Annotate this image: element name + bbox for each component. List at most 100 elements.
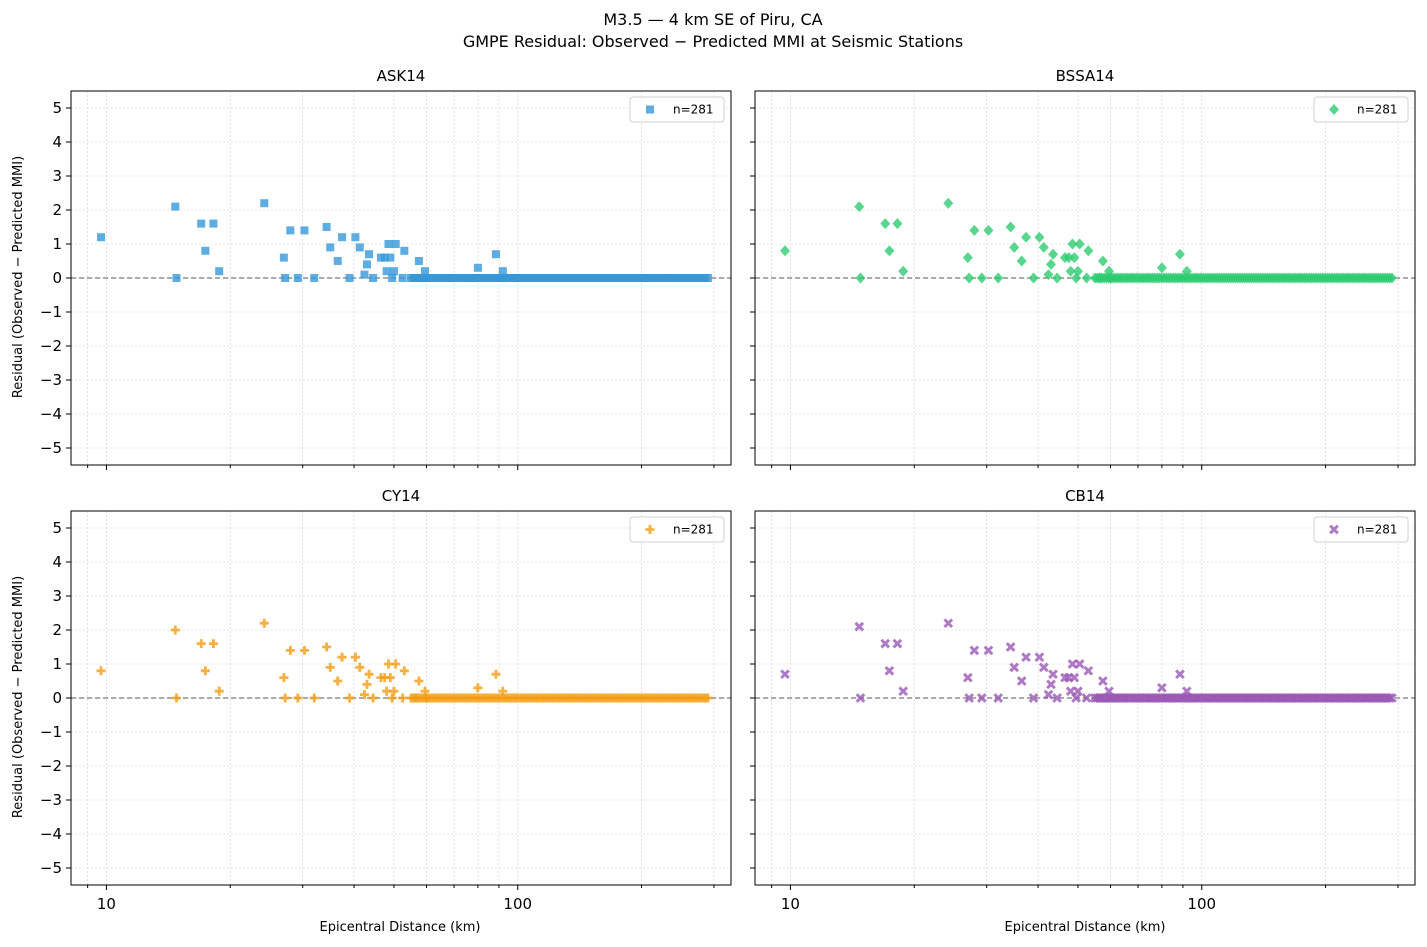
- grid-ask14: [71, 91, 731, 465]
- data-point: [1016, 255, 1027, 267]
- legend: n=281: [1313, 516, 1409, 543]
- y-axis-label-bottom: Residual (Observed − Predicted MMI): [11, 576, 26, 818]
- data-point: [362, 260, 371, 269]
- data-point: [196, 639, 206, 649]
- data-point: [1021, 652, 1031, 663]
- data-point: [359, 690, 369, 700]
- data-point: [1065, 265, 1076, 277]
- data-point: [1073, 686, 1083, 697]
- data-point: [1083, 665, 1094, 676]
- y-tick-label: 5: [52, 519, 62, 537]
- data-point: [1097, 255, 1108, 267]
- data-point: [491, 669, 501, 679]
- data-point: [943, 197, 954, 209]
- panel-title: CB14: [1065, 487, 1105, 505]
- data-point: [964, 693, 975, 703]
- data-point: [364, 669, 374, 679]
- data-point: [355, 243, 364, 252]
- data-point: [362, 679, 372, 689]
- data-point: [310, 274, 319, 282]
- y-tick-label: 0: [52, 689, 62, 707]
- data-point: [1034, 231, 1045, 243]
- data-point: [1105, 272, 1116, 284]
- data-point: [350, 652, 360, 662]
- data-point: [473, 263, 482, 272]
- x-axis-label-left: Epicentral Distance (km): [320, 920, 481, 935]
- data-point: [1048, 669, 1058, 680]
- data-point: [421, 267, 430, 276]
- panel-bssa14: BSSA14 n=281: [750, 67, 1416, 470]
- data-point: [1098, 676, 1108, 686]
- subplot-grid: 543210−1−2−3−4−5ASK14n=281BSSA14n=281543…: [40, 67, 1416, 913]
- y-tick-label: −1: [40, 723, 62, 741]
- data-point: [983, 224, 994, 236]
- data-point: [491, 250, 500, 259]
- y-tick-label: 4: [52, 553, 62, 571]
- data-point: [1181, 265, 1192, 277]
- data-point: [208, 639, 218, 649]
- y-tick-label: −2: [40, 337, 62, 355]
- data-point: [197, 219, 206, 228]
- data-point: [884, 665, 895, 676]
- data-point: [171, 693, 181, 703]
- data-point: [215, 267, 224, 276]
- data-point: [286, 226, 295, 235]
- data-point: [964, 272, 975, 284]
- data-point: [300, 226, 309, 235]
- data-point: [1072, 265, 1083, 277]
- data-point: [368, 693, 378, 703]
- y-tick-label: 0: [52, 269, 62, 287]
- data-point: [345, 274, 354, 282]
- data-point: [360, 270, 369, 279]
- points-cy14: [96, 618, 713, 703]
- data-point: [387, 693, 397, 703]
- data-point: [854, 621, 865, 632]
- data-point: [337, 652, 347, 662]
- data-point: [389, 686, 399, 696]
- y-tick-label: 1: [52, 655, 62, 673]
- data-point: [1069, 252, 1080, 264]
- data-point: [200, 666, 210, 676]
- data-point: [1067, 238, 1078, 250]
- data-point: [703, 693, 713, 703]
- data-point: [96, 666, 106, 676]
- y-tick-label: 3: [52, 587, 62, 605]
- data-point: [385, 673, 395, 683]
- data-point: [1067, 659, 1078, 669]
- y-tick-label: −4: [40, 825, 62, 843]
- points-bssa14: [780, 197, 1397, 284]
- legend: n=281: [1313, 96, 1409, 123]
- data-point: [279, 673, 289, 683]
- data-point: [1074, 238, 1085, 250]
- data-point: [285, 645, 295, 655]
- data-point: [380, 673, 390, 683]
- legend-box: [1313, 516, 1409, 543]
- data-point: [1174, 248, 1185, 260]
- y-tick-label: 4: [52, 133, 62, 151]
- data-point: [399, 666, 409, 676]
- data-point: [309, 693, 319, 703]
- data-point: [1043, 269, 1054, 281]
- data-point: [780, 669, 790, 680]
- data-point: [962, 252, 973, 264]
- data-point: [389, 267, 398, 276]
- data-point: [299, 645, 309, 655]
- data-point: [976, 693, 987, 703]
- data-point: [1043, 689, 1054, 700]
- data-point: [398, 274, 407, 282]
- data-point: [414, 676, 424, 686]
- y-tick-label: 1: [52, 235, 62, 253]
- data-point: [1038, 662, 1049, 673]
- data-point: [1094, 272, 1105, 284]
- legend-label: n=281: [1357, 103, 1398, 117]
- data-point: [1083, 245, 1094, 257]
- data-point: [1028, 272, 1039, 284]
- panel-title: ASK14: [377, 67, 426, 85]
- data-point: [1038, 241, 1049, 253]
- data-point: [345, 693, 355, 703]
- data-point: [993, 693, 1004, 703]
- data-point: [1009, 662, 1020, 673]
- data-point: [943, 618, 954, 629]
- data-point: [1063, 252, 1074, 264]
- data-point: [498, 267, 507, 276]
